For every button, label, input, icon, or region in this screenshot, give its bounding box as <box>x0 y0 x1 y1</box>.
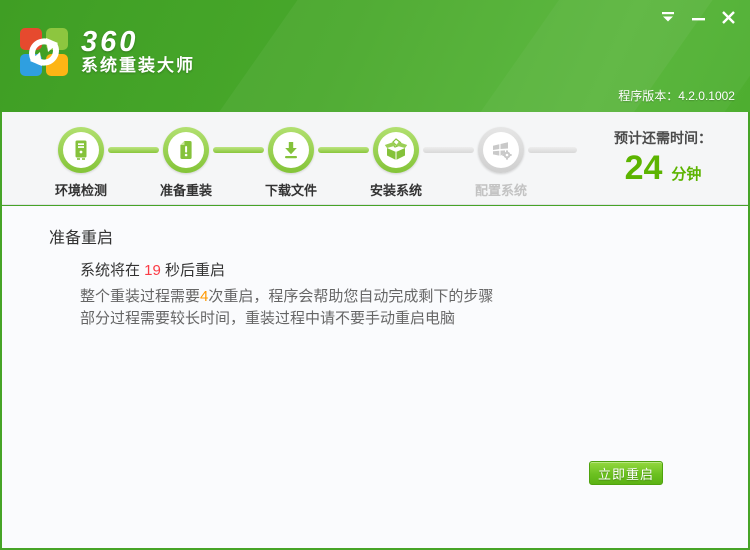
version-label: 程序版本：4.2.0.1002 <box>618 89 735 103</box>
install-box-icon <box>384 138 408 160</box>
step-connector <box>528 147 577 153</box>
close-button[interactable] <box>718 7 738 27</box>
step-connector <box>213 147 264 153</box>
progress-steps: 环境检测 准备重装 下载文件 <box>2 112 748 205</box>
restart-now-button[interactable]: 立即重启 <box>589 461 663 485</box>
countdown-seconds: 19 <box>144 262 161 279</box>
app-title: 360 <box>81 26 139 58</box>
minimize-button[interactable] <box>688 7 708 27</box>
app-subtitle: 系统重装大师 <box>81 56 195 75</box>
description-line-2: 部分过程需要较长时间，重装过程中请不要手动重启电脑 <box>80 310 456 327</box>
step-label-environment-check: 环境检测 <box>54 183 107 198</box>
eta-unit: 分钟 <box>671 166 702 183</box>
step-connector <box>108 147 159 153</box>
step-label-download-files: 下载文件 <box>264 183 317 198</box>
eta-block: 预计还需时间： 24 分钟 <box>614 128 712 185</box>
minimize-icon <box>691 17 705 20</box>
eta-label: 预计还需时间： <box>614 130 712 146</box>
eta-value: 24 <box>624 149 663 187</box>
description: 整个重装过程需要4次重启，程序会帮助您自动完成剩下的步骤 部分过程需要较长时间，… <box>80 286 493 330</box>
step-label-install-system: 安装系统 <box>369 183 422 198</box>
app-logo: 360 系统重装大师 <box>18 26 195 78</box>
main-content: 准备重启 系统将在 19 秒后重启 整个重装过程需要4次重启，程序会帮助您自动完… <box>2 206 748 548</box>
close-icon <box>721 10 735 24</box>
step-label-prepare-reinstall: 准备重装 <box>159 183 212 198</box>
titlebar: 360 系统重装大师 程序版本：4.2.0.10 <box>0 0 750 112</box>
page-title: 准备重启 <box>49 230 114 247</box>
step-item-prepare-reinstall <box>163 127 209 173</box>
download-icon <box>285 142 297 159</box>
countdown-line: 系统将在 19 秒后重启 <box>80 259 225 280</box>
step-item-configure-system <box>478 127 524 173</box>
step-item-install-system <box>373 127 419 173</box>
step-item-download-files <box>268 127 314 173</box>
restart-count: 4 <box>200 288 209 305</box>
document-alert-icon <box>180 141 192 159</box>
step-connector <box>423 147 474 153</box>
menu-arrow-icon <box>662 12 674 22</box>
step-item-environment-check <box>58 127 104 173</box>
countdown-prefix: 系统将在 <box>80 262 145 279</box>
app-title-block: 360 系统重装大师 <box>81 28 195 76</box>
computer-icon <box>75 140 87 160</box>
countdown-suffix: 秒后重启 <box>160 262 226 279</box>
windows-gear-icon <box>493 142 512 160</box>
menu-button[interactable] <box>658 7 678 27</box>
step-label-configure-system: 配置系统 <box>474 183 527 198</box>
app-logo-icon <box>20 28 68 76</box>
description-line-1: 整个重装过程需要4次重启，程序会帮助您自动完成剩下的步骤 <box>80 288 494 305</box>
step-connector <box>318 147 369 153</box>
window-controls <box>658 7 738 27</box>
